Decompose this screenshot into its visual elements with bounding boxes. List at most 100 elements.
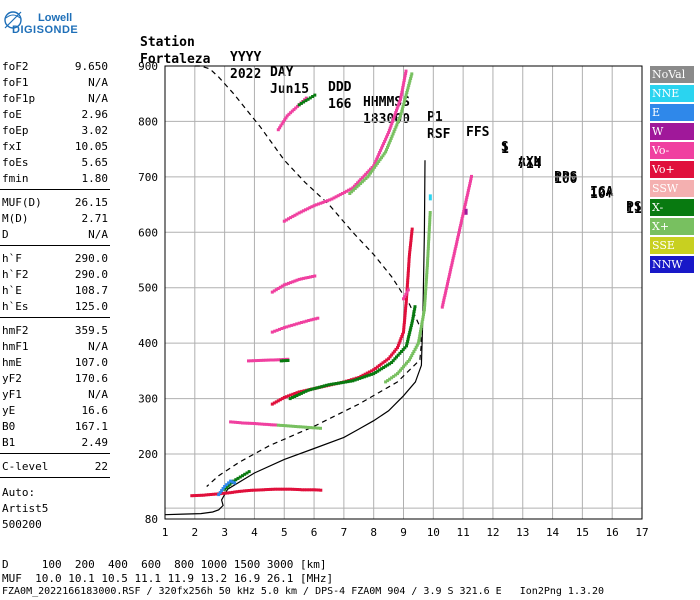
trace-point: [279, 359, 283, 363]
param-row: foF1p N/A: [2, 92, 108, 108]
trace-point: [408, 246, 412, 249]
val-s: 1: [501, 142, 509, 157]
val-pps: 100: [554, 172, 578, 187]
trace-point: [406, 360, 410, 363]
trace-point: [259, 358, 263, 362]
trace-point: [381, 361, 385, 365]
trace-point: [247, 489, 251, 492]
trace-point: [399, 337, 403, 341]
y-tick-label: 700: [138, 171, 158, 184]
param-row: MUF(D) 26.15: [2, 196, 108, 212]
val-station: Fortaleza: [140, 52, 211, 67]
trace-point: [426, 247, 430, 251]
trace-point: [233, 420, 237, 424]
trace-point: [297, 321, 301, 325]
trace-point: [443, 293, 447, 297]
trace-point: [411, 314, 415, 318]
trace-point: [391, 132, 395, 136]
trace-point: [391, 119, 395, 123]
trace-point: [292, 108, 296, 112]
trace-point: [407, 333, 411, 337]
trace-point: [427, 235, 431, 239]
trace-point: [214, 492, 218, 496]
trace-point: [271, 487, 275, 491]
trace-point: [426, 249, 430, 253]
trace-point: [353, 378, 357, 382]
trace-point: [370, 166, 374, 169]
y-tick-label: 300: [138, 393, 158, 406]
trace-point: [271, 358, 275, 362]
trace-point: [405, 283, 409, 287]
trace-point: [332, 196, 336, 200]
param-value: N/A: [88, 92, 108, 105]
trace-point: [409, 241, 413, 245]
trace-point: [377, 160, 381, 163]
trace-point: [284, 282, 288, 286]
trace-point: [401, 86, 405, 89]
param-row: hmF1 N/A: [2, 340, 108, 356]
trace-point: [291, 280, 295, 284]
trace-point: [457, 230, 461, 234]
trace-point: [287, 112, 291, 116]
trace-point: [390, 361, 394, 364]
legend-label: SSE: [652, 239, 675, 252]
param-value: 107.0: [74, 356, 108, 369]
trace-point: [338, 193, 342, 197]
trace-point: [421, 315, 425, 319]
trace-point: [387, 141, 391, 145]
trace-point: [328, 198, 332, 202]
param-row: foF1 N/A: [2, 76, 108, 92]
trace-point: [276, 287, 280, 290]
trace-point: [383, 359, 387, 363]
trace-point: [411, 352, 415, 355]
trace-point: [378, 151, 382, 154]
dashed-curve: [194, 65, 423, 487]
trace-point: [390, 122, 394, 126]
trace-point: [369, 171, 372, 175]
y-tick-label: 600: [138, 226, 158, 239]
trace-point: [199, 493, 203, 497]
trace-point: [450, 261, 454, 265]
trace-point: [390, 134, 394, 138]
trace-point: [309, 318, 313, 322]
divider: [0, 317, 110, 318]
trace-point: [413, 307, 417, 311]
trace-point: [401, 332, 405, 336]
trace-point: [371, 167, 375, 171]
trace-point: [235, 490, 239, 494]
trace-point: [427, 237, 431, 241]
trace-point: [367, 373, 371, 377]
trace-point: [286, 487, 290, 491]
trace-point: [404, 304, 408, 308]
trace-point: [425, 268, 429, 272]
trace-point: [303, 488, 306, 492]
param-value: N/A: [88, 228, 108, 241]
trace-point: [223, 491, 227, 495]
trace-point: [426, 252, 430, 255]
trace-point: [241, 474, 244, 478]
trace-point: [242, 489, 246, 493]
trace-point: [283, 487, 287, 491]
x-tick-label: 7: [341, 526, 348, 539]
trace-point: [454, 244, 458, 248]
digisonde-logo: Lowell DIGISONDE: [4, 4, 78, 40]
trace-point: [401, 348, 405, 352]
trace-point: [334, 195, 338, 199]
trace-point: [247, 470, 251, 474]
trace-point: [356, 181, 360, 185]
x-tick-label: 8: [370, 526, 377, 539]
trace-x-minus: [223, 470, 251, 491]
x-tick-label: 16: [606, 526, 619, 539]
trace-point: [307, 319, 311, 322]
trace-point: [288, 397, 292, 401]
trace-point: [274, 400, 278, 404]
trace-point: [250, 421, 254, 425]
param-row: hmF2 359.5: [2, 324, 108, 340]
trace-point: [367, 173, 371, 177]
trace-point: [405, 295, 409, 298]
trace-point: [388, 139, 392, 143]
trace-point: [399, 97, 402, 101]
trace-point: [451, 258, 455, 262]
trace-point: [301, 425, 305, 429]
trace-point: [372, 372, 376, 376]
